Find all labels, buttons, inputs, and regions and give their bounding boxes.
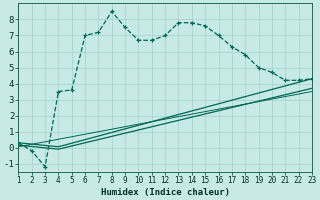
X-axis label: Humidex (Indice chaleur): Humidex (Indice chaleur) bbox=[101, 188, 230, 197]
